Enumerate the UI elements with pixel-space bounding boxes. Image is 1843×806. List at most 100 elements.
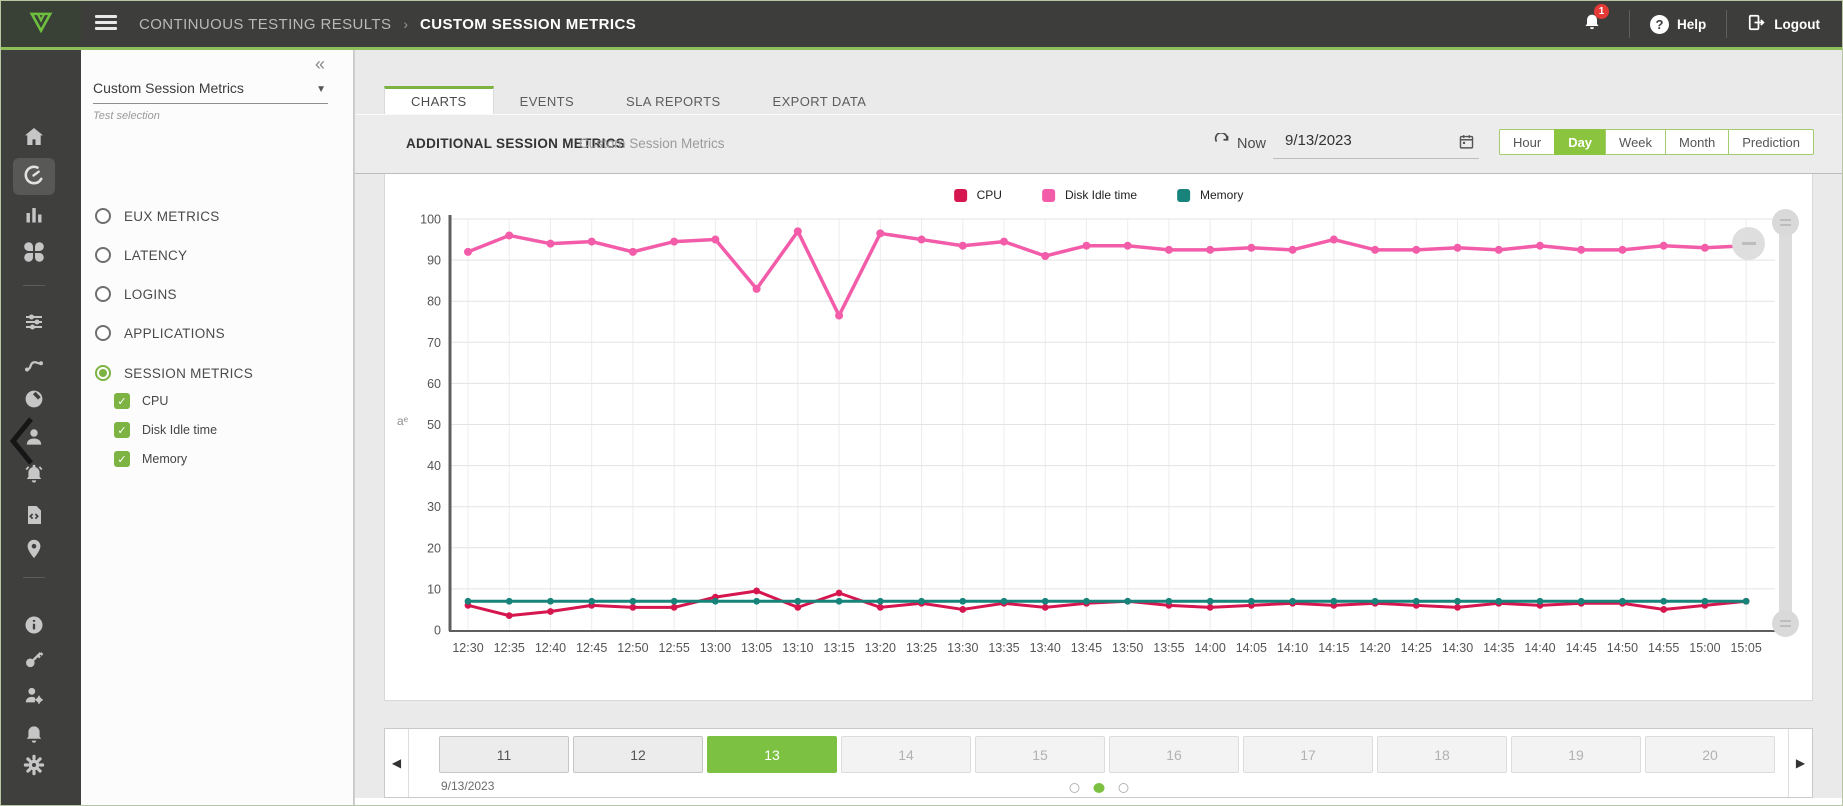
date-field[interactable]: 9/13/2023 [1273, 125, 1479, 159]
day-button-13[interactable]: 13 [707, 736, 837, 773]
sidebar-globe-icon[interactable] [22, 387, 46, 411]
tab-events[interactable]: EVENTS [519, 94, 575, 109]
day-button-15[interactable]: 15 [975, 736, 1105, 773]
header-divider [1629, 10, 1630, 38]
sidebar-info-icon[interactable] [22, 613, 46, 637]
sidebar-home-icon[interactable] [22, 125, 46, 149]
scrollbar-bottom-handle[interactable] [1772, 610, 1799, 637]
day-button-20[interactable]: 20 [1645, 736, 1775, 773]
svg-text:14:15: 14:15 [1318, 641, 1349, 655]
range-button-month[interactable]: Month [1665, 129, 1730, 155]
day-navigator: ◀ 11 12 13 14 15 16 17 18 19 20 ▶ 9/13/2023 [384, 728, 1813, 798]
navigator-prev-arrow[interactable]: ◀ [385, 729, 409, 797]
radio-option-session-metrics[interactable]: SESSION METRICS [95, 365, 253, 381]
panel-collapse-icon[interactable]: « [314, 54, 325, 74]
test-dropdown[interactable]: Custom Session Metrics ▼ [93, 80, 328, 104]
radio-icon [95, 286, 111, 302]
sidebar-dashboard-gauge-icon[interactable] [22, 163, 46, 187]
checkbox-checked-icon: ✓ [114, 393, 130, 409]
chart-toolbar: ADDITIONAL SESSION METRICS Custom Sessio… [355, 114, 1842, 174]
sidebar-key-icon[interactable] [22, 648, 46, 672]
sidebar-user-settings-icon[interactable] [22, 683, 46, 707]
logo-v-icon [28, 9, 54, 40]
radio-option-applications[interactable]: APPLICATIONS [95, 325, 225, 341]
sidebar-settings-icon[interactable] [22, 753, 46, 777]
legend-label: CPU [976, 188, 1002, 202]
test-selection-panel: « Custom Session Metrics ▼ Test selectio… [81, 50, 354, 805]
breadcrumb-parent[interactable]: CONTINUOUS TESTING RESULTS [139, 15, 392, 33]
bell-icon [1582, 12, 1602, 37]
svg-text:13:05: 13:05 [741, 641, 772, 655]
refresh-now-button[interactable]: Now [1213, 131, 1266, 154]
sidebar-bar-chart-icon[interactable] [22, 203, 46, 227]
checkbox-checked-icon: ✓ [114, 422, 130, 438]
carousel-dot-3[interactable] [1118, 783, 1128, 793]
radio-option-logins[interactable]: LOGINS [95, 286, 177, 302]
notifications-button[interactable]: 1 [1569, 1, 1615, 47]
sidebar-notifications-icon[interactable] [22, 722, 46, 746]
tab-sla-reports[interactable]: SLA REPORTS [626, 94, 721, 109]
panel-main-divider [354, 50, 355, 805]
navigator-next-arrow[interactable]: ▶ [1788, 729, 1812, 797]
sidebar-user-icon[interactable] [22, 425, 46, 449]
metric-checkbox-cpu[interactable]: ✓ CPU [114, 393, 168, 409]
carousel-dot-2[interactable] [1093, 783, 1104, 793]
day-button-19[interactable]: 19 [1511, 736, 1641, 773]
svg-text:13:30: 13:30 [947, 641, 978, 655]
radio-option-latency[interactable]: LATENCY [95, 247, 187, 263]
collapse-arrow-icon[interactable] [7, 415, 39, 467]
test-dropdown-value: Custom Session Metrics [93, 80, 244, 96]
legend-item-disk-idle-time[interactable]: Disk Idle time [1041, 188, 1137, 202]
svg-text:14:00: 14:00 [1194, 641, 1225, 655]
metric-checkbox-disk-idle-time[interactable]: ✓ Disk Idle time [114, 422, 217, 438]
scrollbar-top-handle[interactable] [1772, 209, 1799, 236]
range-button-prediction[interactable]: Prediction [1728, 129, 1814, 155]
legend-label: Memory [1200, 188, 1244, 202]
svg-text:70: 70 [427, 336, 441, 350]
sidebar-apps-icon[interactable] [22, 240, 46, 264]
checkbox-label: CPU [142, 394, 169, 408]
radio-option-eux-metrics[interactable]: EUX METRICS [95, 208, 220, 224]
chart-drag-handle[interactable] [1732, 227, 1765, 260]
logout-button[interactable]: Logout [1741, 13, 1826, 35]
day-button-16[interactable]: 16 [1109, 736, 1239, 773]
svg-text:12:40: 12:40 [535, 641, 566, 655]
menu-icon[interactable] [95, 15, 117, 33]
sidebar-connection-icon[interactable] [22, 352, 46, 376]
svg-text:13:25: 13:25 [906, 641, 937, 655]
svg-text:13:50: 13:50 [1112, 641, 1143, 655]
metric-checkbox-memory[interactable]: ✓ Memory [114, 451, 187, 467]
legend-swatch [1177, 188, 1191, 202]
legend-item-memory[interactable]: Memory [1177, 188, 1243, 202]
day-button-14[interactable]: 14 [841, 736, 971, 773]
svg-text:50: 50 [427, 418, 441, 432]
tab-export-data[interactable]: EXPORT DATA [772, 94, 867, 109]
day-button-17[interactable]: 17 [1243, 736, 1373, 773]
day-button-12[interactable]: 12 [573, 736, 703, 773]
sidebar-alarm-icon[interactable] [22, 462, 46, 486]
sidebar-code-document-icon[interactable] [22, 503, 46, 527]
range-button-week[interactable]: Week [1605, 129, 1667, 155]
day-button-18[interactable]: 18 [1377, 736, 1507, 773]
sidebar-tune-sliders-icon[interactable] [22, 310, 46, 334]
help-button[interactable]: ? Help [1644, 14, 1712, 34]
chart-vertical-scrollbar[interactable] [1779, 211, 1792, 631]
app-logo[interactable] [1, 1, 81, 47]
breadcrumb: CONTINUOUS TESTING RESULTS › CUSTOM SESS… [139, 1, 636, 47]
sidebar-location-pin-icon[interactable] [22, 537, 46, 561]
legend-item-cpu[interactable]: CPU [953, 188, 1002, 202]
tab-charts[interactable]: CHARTS [384, 86, 494, 114]
help-label: Help [1677, 16, 1707, 32]
range-button-day[interactable]: Day [1554, 129, 1607, 155]
header-divider [1726, 10, 1728, 38]
y-axis-scale-icon[interactable]: aᵉ [397, 414, 409, 428]
calendar-icon[interactable] [1458, 133, 1475, 155]
range-button-hour[interactable]: Hour [1499, 129, 1556, 155]
breadcrumb-current: CUSTOM SESSION METRICS [420, 15, 637, 33]
day-button-11[interactable]: 11 [439, 736, 569, 773]
svg-text:90: 90 [427, 254, 441, 268]
svg-text:80: 80 [427, 295, 441, 309]
checkbox-checked-icon: ✓ [114, 451, 130, 467]
carousel-dot-1[interactable] [1069, 783, 1079, 793]
svg-text:14:50: 14:50 [1607, 641, 1638, 655]
